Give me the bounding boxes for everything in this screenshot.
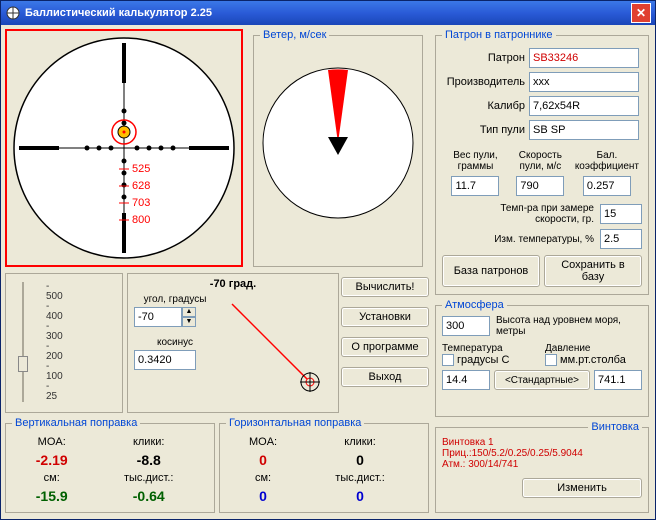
- pressure-unit-check[interactable]: мм.рт.столба: [545, 355, 626, 366]
- speed-input[interactable]: [516, 176, 564, 196]
- hcorr-td: 0: [300, 487, 420, 505]
- reticle-panel: 525 628 703 800: [5, 29, 243, 267]
- std-atmo-button[interactable]: <Стандартные>: [494, 370, 590, 390]
- settings-button[interactable]: Установки: [341, 307, 429, 327]
- close-button[interactable]: ✕: [631, 3, 651, 23]
- wind-title: Ветер, м/сек: [260, 29, 329, 41]
- angle-spin-up[interactable]: ▲: [182, 307, 196, 317]
- angle-heading: -70 град.: [134, 278, 332, 290]
- angle-spin-down[interactable]: ▼: [182, 317, 196, 327]
- center-buttons: Вычислить! Установки О программе Выход: [341, 277, 429, 387]
- about-button[interactable]: О программе: [341, 337, 429, 357]
- altitude-input[interactable]: [442, 316, 490, 336]
- app-window: Баллистический калькулятор 2.25 ✕ 525 62…: [0, 0, 656, 520]
- distance-slider[interactable]: [18, 282, 28, 402]
- rifle-name: Винтовка 1: [442, 437, 642, 448]
- wind-panel: Ветер, м/сек: [253, 29, 423, 267]
- svg-text:703: 703: [132, 197, 150, 209]
- bc-input[interactable]: [583, 176, 631, 196]
- hcorr-cm: 0: [228, 487, 298, 505]
- hcorr-clicks: 0: [300, 451, 420, 469]
- rifle-scope-line: Приц.:150/5.2/0.25/0.25/5.9044: [442, 448, 642, 459]
- cartridge-db-button[interactable]: База патронов: [442, 255, 540, 287]
- window-title: Баллистический калькулятор 2.25: [25, 7, 631, 19]
- client-area: 525 628 703 800 Ветер, м/сек: [1, 25, 655, 519]
- measure-temp-input[interactable]: [600, 204, 642, 224]
- cartridge-panel: Патрон в патроннике Патрон Производитель…: [435, 29, 649, 295]
- dt-input[interactable]: [600, 229, 642, 249]
- angle-input[interactable]: [134, 307, 182, 327]
- bottom-left-group: - 500 - 400 - 300 - 200 - 100 - 25 -70 г…: [5, 273, 335, 413]
- temp-unit-check[interactable]: градусы С: [442, 355, 509, 366]
- svg-text:628: 628: [132, 180, 150, 192]
- titlebar: Баллистический калькулятор 2.25 ✕: [1, 1, 655, 25]
- manufacturer-input[interactable]: [529, 72, 639, 92]
- calculate-button[interactable]: Вычислить!: [341, 277, 429, 297]
- patron-input[interactable]: [529, 48, 639, 68]
- weight-input[interactable]: [451, 176, 499, 196]
- hcorr-panel: Горизонтальная поправка MOA:клики: 0 0 с…: [219, 417, 429, 513]
- vcorr-cm: -15.9: [14, 487, 89, 505]
- temp-input[interactable]: [442, 370, 490, 390]
- hcorr-moa: 0: [228, 451, 298, 469]
- reticle-svg: 525 628 703 800: [7, 31, 241, 265]
- rifle-atmo-line: Атм.: 300/14/741: [442, 459, 642, 470]
- wind-svg: [260, 45, 416, 255]
- vcorr-td: -0.64: [91, 487, 206, 505]
- angle-svg: [222, 294, 332, 394]
- save-to-db-button[interactable]: Сохранить в базу: [544, 255, 642, 287]
- cosine-input[interactable]: [134, 350, 196, 370]
- exit-button[interactable]: Выход: [341, 367, 429, 387]
- vcorr-panel: Вертикальная поправка MOA:клики: -2.19 -…: [5, 417, 215, 513]
- app-icon: [5, 5, 21, 21]
- angle-panel: -70 град. угол, градусы ▲▼ косинус: [127, 273, 339, 413]
- rifle-panel: Винтовка Винтовка 1 Приц.:150/5.2/0.25/0…: [435, 421, 649, 513]
- svg-text:800: 800: [132, 214, 150, 226]
- calibre-input[interactable]: [529, 96, 639, 116]
- bullet-type-input[interactable]: [529, 120, 639, 140]
- vcorr-clicks: -8.8: [91, 451, 206, 469]
- change-rifle-button[interactable]: Изменить: [522, 478, 642, 498]
- atmo-panel: Атмосфера Высота над уровнем моря, метры…: [435, 299, 649, 417]
- pressure-input[interactable]: [594, 370, 642, 390]
- vcorr-moa: -2.19: [14, 451, 89, 469]
- svg-text:525: 525: [132, 163, 150, 175]
